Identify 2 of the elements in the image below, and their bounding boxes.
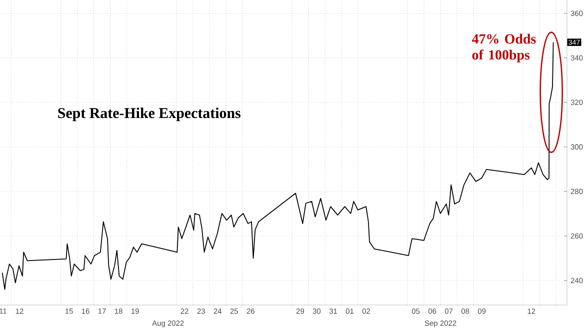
- annotation: 47% Odds of 100bps: [472, 34, 536, 62]
- text: Sept Rate-Hike Expectations: [58, 108, 240, 122]
